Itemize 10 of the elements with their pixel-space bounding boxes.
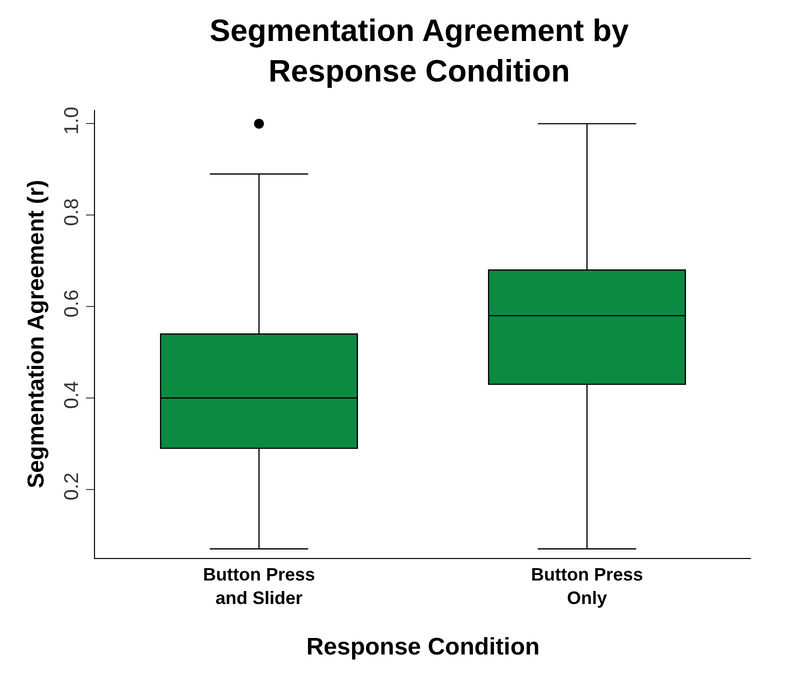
- y-axis-title: Segmentation Agreement (r): [22, 180, 48, 488]
- x-axis-title: Response Condition: [306, 633, 540, 660]
- y-tick-label: 0.2: [61, 472, 83, 500]
- y-tick-label: 0.4: [61, 381, 83, 409]
- x-tick-label: Button Press Only: [530, 564, 644, 608]
- y-tick-label: 0.6: [61, 290, 83, 318]
- y-tick-label: 1.0: [61, 106, 83, 135]
- chart-title: Segmentation Agreement by Response Condition: [210, 12, 630, 88]
- y-tick-label: 0.8: [61, 198, 83, 226]
- x-tick-label: Button Press and Slider: [202, 564, 316, 608]
